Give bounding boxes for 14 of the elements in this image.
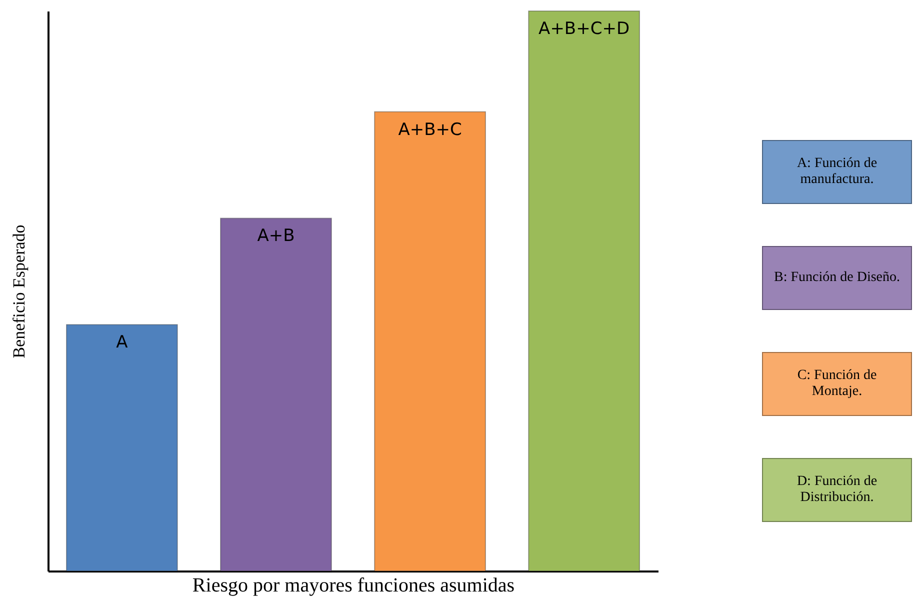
bar — [528, 10, 640, 572]
y-axis-title: Beneficio Esperado — [10, 224, 28, 358]
x-tick-label: A — [116, 332, 128, 353]
x-tick-label: A+B+C+D — [538, 19, 630, 39]
text: B: Función de Diseño. — [762, 246, 912, 310]
x-tick-label: A+B — [257, 226, 295, 246]
x-axis-title: Riesgo por mayores funciones asumidas — [192, 574, 515, 596]
text: C: Función de Montaje. — [762, 352, 912, 416]
text: D: Función de Distribución. — [762, 458, 912, 522]
x-tick-label: A+B+C — [398, 120, 462, 140]
text: A: Función de manufactura. — [762, 140, 912, 204]
bar — [220, 218, 332, 572]
bar — [374, 111, 486, 572]
bar — [66, 324, 178, 572]
